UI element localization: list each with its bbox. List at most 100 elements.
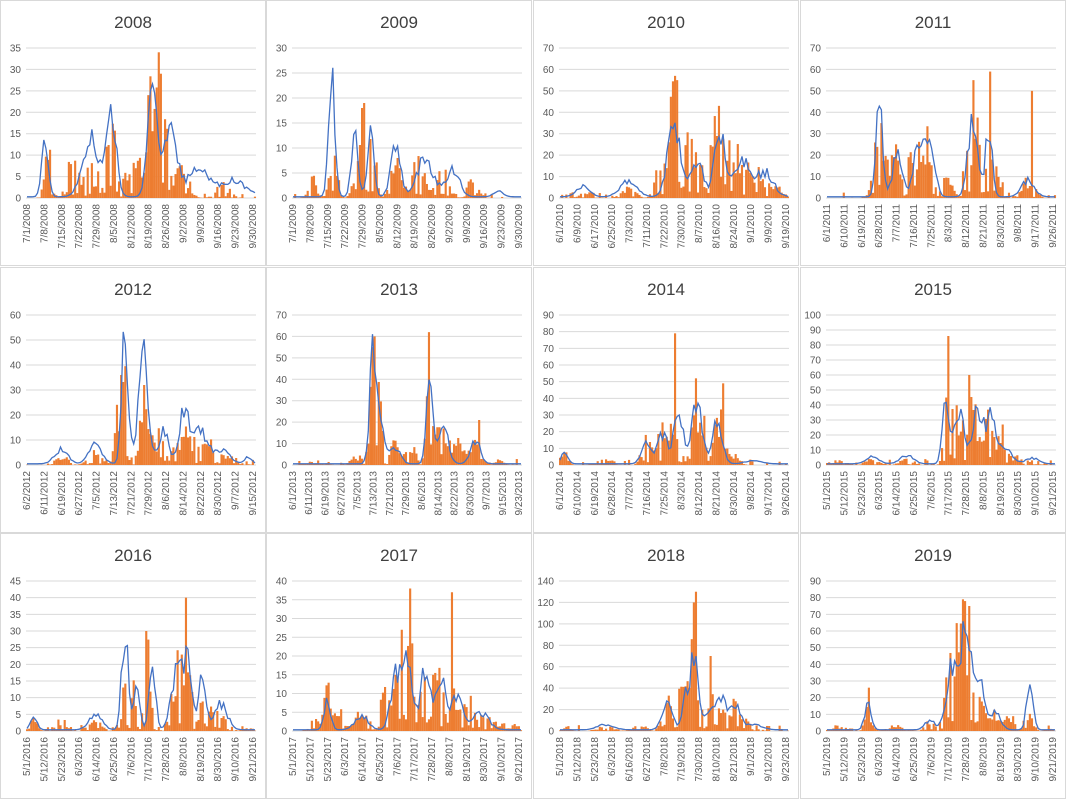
- bar: [715, 417, 718, 465]
- bar: [659, 721, 662, 731]
- bar: [241, 463, 244, 465]
- y-tick-label: 35: [10, 610, 22, 621]
- bar: [450, 452, 454, 465]
- bar: [571, 464, 574, 465]
- bar: [644, 434, 647, 465]
- x-tick-label: 8/24/2010: [729, 204, 740, 249]
- x-tick-label: 7/16/2014: [642, 471, 653, 516]
- bar: [878, 730, 881, 731]
- bar: [88, 463, 91, 465]
- bar: [172, 185, 175, 198]
- bar: [448, 186, 451, 198]
- bar: [92, 720, 96, 731]
- bar: [895, 144, 898, 198]
- bar: [51, 727, 54, 731]
- bar: [740, 719, 744, 731]
- y-tick-label: 30: [276, 44, 288, 55]
- bar: [749, 459, 752, 465]
- bar: [168, 460, 171, 465]
- x-tick-label: 6/3/2019: [874, 737, 885, 776]
- bar: [141, 713, 144, 731]
- bar: [600, 459, 603, 465]
- x-tick-label: 8/8/2017: [444, 737, 455, 776]
- bar: [354, 189, 357, 198]
- bar: [884, 463, 887, 465]
- bar: [642, 727, 645, 731]
- x-tick-label: 9/21/2019: [1048, 737, 1059, 782]
- x-tick-label: 6/28/2011: [874, 204, 885, 248]
- x-tick-label: 8/30/2015: [1013, 471, 1024, 516]
- bar: [709, 456, 712, 465]
- bar: [930, 729, 933, 731]
- bar: [899, 726, 902, 731]
- bar: [947, 177, 950, 198]
- bar: [417, 460, 420, 465]
- x-tick-label: 8/7/2010: [694, 204, 705, 243]
- bar: [180, 654, 183, 731]
- bar: [655, 728, 658, 731]
- x-tick-label: 6/19/2012: [57, 471, 68, 516]
- x-tick-label: 8/30/2019: [1013, 737, 1024, 782]
- bar: [995, 166, 998, 198]
- bar: [726, 728, 729, 731]
- bar: [419, 194, 422, 198]
- bar: [972, 409, 975, 465]
- x-tick-label: 9/21/2015: [1048, 471, 1059, 516]
- bar: [463, 196, 466, 198]
- bar: [759, 181, 762, 198]
- bar: [709, 145, 712, 198]
- bar: [325, 189, 328, 198]
- y-tick-label: 20: [543, 705, 555, 716]
- bar: [170, 694, 173, 731]
- bar: [671, 718, 675, 731]
- bar: [694, 152, 698, 198]
- bar: [490, 464, 493, 465]
- bar: [984, 713, 988, 731]
- bar: [111, 451, 114, 465]
- bar: [463, 704, 466, 731]
- bar: [976, 721, 979, 731]
- x-tick-label: 7/11/2010: [642, 204, 653, 248]
- bar: [101, 726, 104, 731]
- bar: [972, 692, 975, 731]
- x-tick-label: 8/30/2013: [466, 471, 477, 516]
- bar: [903, 195, 906, 198]
- bar: [394, 440, 397, 465]
- bar: [584, 193, 587, 198]
- bar: [657, 434, 660, 465]
- y-tick-label: 5: [281, 708, 287, 719]
- bar: [941, 728, 944, 731]
- chart-frame: [0, 0, 266, 266]
- bar: [294, 194, 297, 198]
- x-tick-label: 8/16/2010: [711, 204, 722, 249]
- bar: [964, 190, 967, 198]
- bar: [404, 452, 408, 465]
- bar: [136, 450, 139, 465]
- bar: [182, 436, 185, 465]
- bar: [122, 687, 125, 731]
- bar: [890, 725, 893, 731]
- bar: [461, 451, 464, 465]
- bar: [461, 727, 464, 731]
- bar: [1033, 726, 1036, 731]
- bar: [191, 451, 194, 465]
- bar: [676, 439, 679, 465]
- bar: [997, 436, 1000, 465]
- bar: [642, 197, 645, 198]
- bar: [736, 726, 739, 731]
- bar: [724, 448, 727, 465]
- bar: [661, 726, 664, 731]
- bar: [511, 725, 514, 731]
- y-tick-label: 70: [810, 44, 822, 55]
- bar: [57, 719, 60, 731]
- bar: [876, 729, 879, 731]
- bar: [869, 459, 873, 465]
- x-tick-label: 7/19/2018: [677, 737, 688, 782]
- bar: [592, 464, 595, 465]
- bar: [623, 461, 626, 465]
- bar: [1030, 718, 1034, 731]
- bar: [147, 639, 150, 731]
- x-tick-label: 6/25/2016: [109, 737, 120, 782]
- bar: [501, 461, 504, 465]
- bar: [149, 433, 152, 465]
